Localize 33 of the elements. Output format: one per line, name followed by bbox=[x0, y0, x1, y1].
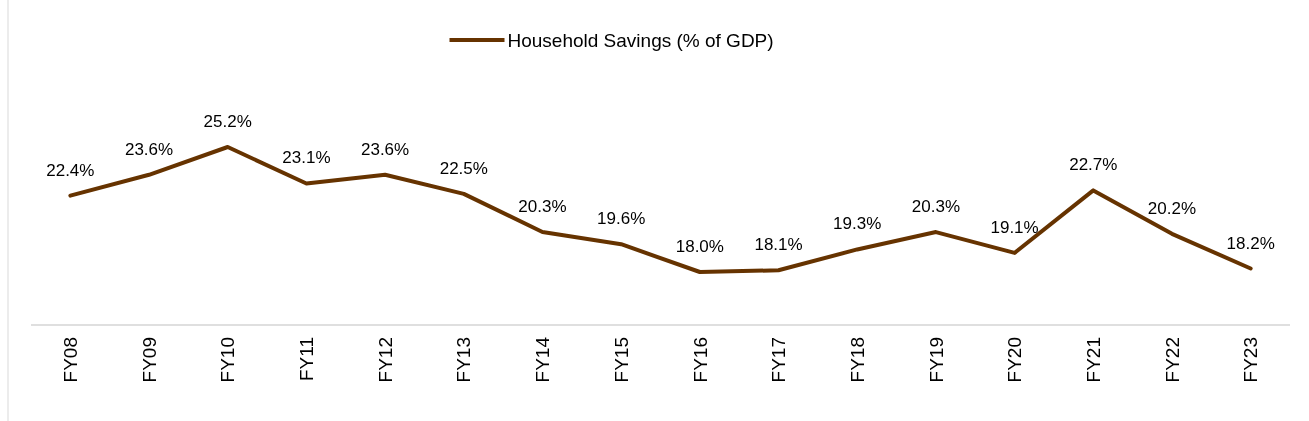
data-label: 20.3% bbox=[518, 197, 567, 217]
data-label: 22.4% bbox=[46, 160, 95, 180]
data-label: 18.1% bbox=[754, 235, 803, 255]
data-label: 20.2% bbox=[1147, 198, 1197, 218]
data-label: 23.6% bbox=[124, 139, 174, 159]
x-tick-label: FY23 bbox=[1240, 337, 1262, 383]
x-tick-label: FY17 bbox=[768, 337, 790, 383]
x-tick-label: FY12 bbox=[374, 337, 396, 383]
x-tick-label: FY22 bbox=[1161, 337, 1183, 383]
data-label: 19.6% bbox=[597, 209, 646, 229]
data-label: 23.1% bbox=[282, 148, 331, 168]
x-tick-label: FY20 bbox=[1004, 337, 1026, 383]
x-tick-label: FY10 bbox=[217, 337, 239, 383]
x-tick-label: FY15 bbox=[610, 337, 632, 383]
data-label: 19.1% bbox=[990, 217, 1039, 237]
data-label: 22.7% bbox=[1069, 155, 1118, 175]
x-tick-label: FY18 bbox=[846, 337, 868, 383]
data-label: 18.0% bbox=[675, 237, 724, 256]
legend-label: Household Savings (% of GDP) bbox=[507, 29, 774, 51]
x-tick-label: FY13 bbox=[453, 337, 475, 383]
x-tick-label: FY11 bbox=[296, 337, 318, 382]
data-label: 19.3% bbox=[833, 214, 882, 234]
data-label: 23.6% bbox=[360, 139, 410, 159]
data-label: 25.2% bbox=[203, 112, 252, 131]
data-label: 22.5% bbox=[439, 158, 488, 178]
data-label: 20.3% bbox=[911, 197, 961, 217]
x-tick-label: FY08 bbox=[59, 337, 81, 383]
x-tick-label: FY14 bbox=[532, 336, 554, 383]
x-tick-label: FY19 bbox=[925, 337, 947, 383]
data-label: 18.2% bbox=[1226, 233, 1275, 253]
x-tick-label: FY21 bbox=[1082, 337, 1104, 383]
x-tick-label: FY09 bbox=[138, 337, 160, 383]
x-tick-label: FY16 bbox=[689, 337, 711, 383]
